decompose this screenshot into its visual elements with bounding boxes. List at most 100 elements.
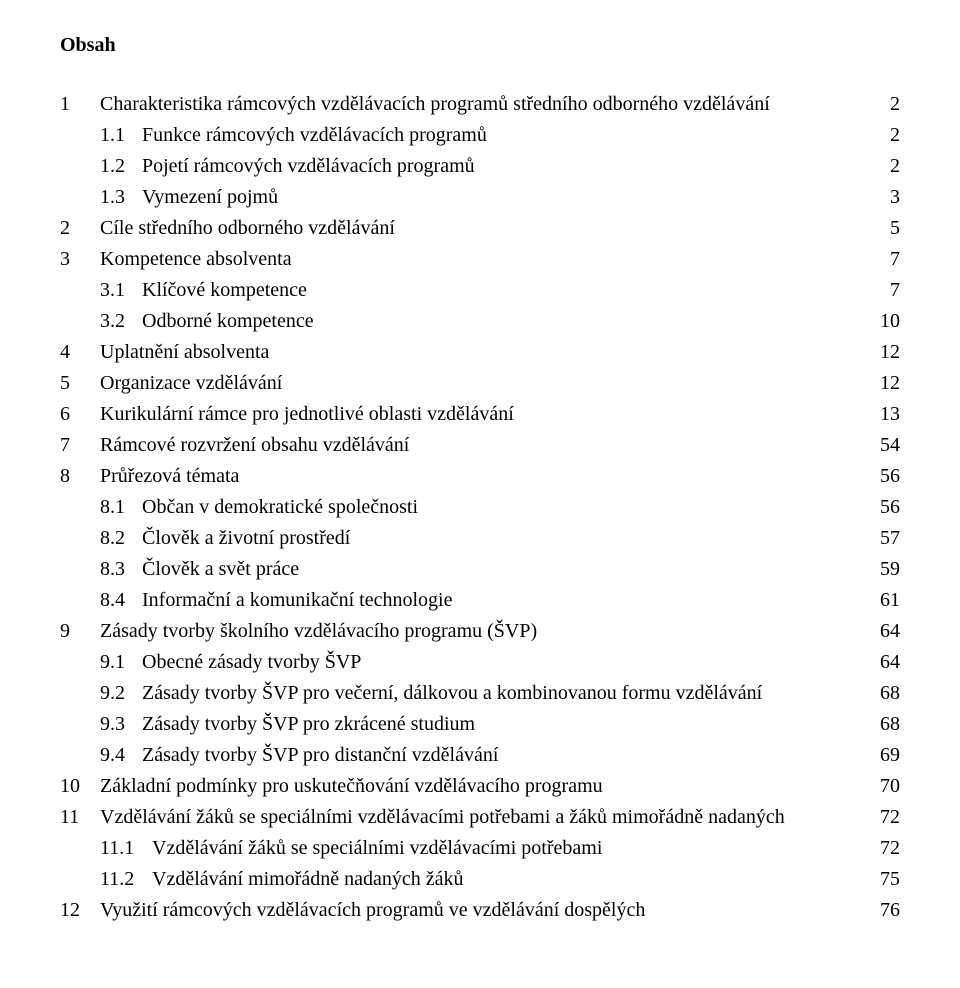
toc-entry: 9.2Zásady tvorby ŠVP pro večerní, dálkov…: [60, 678, 900, 709]
toc-entry-number: 8.2: [100, 523, 142, 554]
toc-entry-page: 54: [860, 430, 900, 461]
toc-entry-label: Průřezová témata: [100, 461, 860, 492]
toc-entry: 9.3Zásady tvorby ŠVP pro zkrácené studiu…: [60, 709, 900, 740]
toc-entry-page: 12: [860, 368, 900, 399]
toc-entry-number: 11.1: [100, 833, 152, 864]
toc-entry-number: 1.2: [100, 151, 142, 182]
toc-entry-label: Charakteristika rámcových vzdělávacích p…: [100, 89, 860, 120]
toc-entry: 9.4Zásady tvorby ŠVP pro distanční vzděl…: [60, 740, 900, 771]
toc-entry-number: 1.3: [100, 182, 142, 213]
toc-entry: 5Organizace vzdělávání12: [60, 368, 900, 399]
toc-list: 1Charakteristika rámcových vzdělávacích …: [60, 89, 900, 926]
toc-entry-page: 76: [860, 895, 900, 926]
toc-entry-number: 11.2: [100, 864, 152, 895]
toc-entry: 11.2Vzdělávání mimořádně nadaných žáků75: [60, 864, 900, 895]
toc-entry-page: 10: [860, 306, 900, 337]
toc-entry-page: 12: [860, 337, 900, 368]
toc-entry-number: 10: [60, 771, 100, 802]
toc-entry: 1.1Funkce rámcových vzdělávacích program…: [60, 120, 900, 151]
toc-entry-page: 56: [860, 461, 900, 492]
toc-entry-label: Vzdělávání žáků se speciálními vzdělávac…: [100, 802, 860, 833]
toc-entry: 7Rámcové rozvržení obsahu vzdělávání54: [60, 430, 900, 461]
toc-entry: 1.2Pojetí rámcových vzdělávacích program…: [60, 151, 900, 182]
toc-entry-label: Organizace vzdělávání: [100, 368, 860, 399]
toc-entry: 8.2Člověk a životní prostředí57: [60, 523, 900, 554]
toc-entry: 1.3Vymezení pojmů3: [60, 182, 900, 213]
toc-entry-number: 4: [60, 337, 100, 368]
toc-entry: 11.1Vzdělávání žáků se speciálními vzděl…: [60, 833, 900, 864]
toc-entry-page: 2: [860, 89, 900, 120]
toc-entry-label: Informační a komunikační technologie: [142, 585, 860, 616]
toc-entry: 12Využití rámcových vzdělávacích program…: [60, 895, 900, 926]
toc-entry-number: 5: [60, 368, 100, 399]
toc-entry-label: Zásady tvorby ŠVP pro distanční vzdělává…: [142, 740, 860, 771]
toc-entry-label: Cíle středního odborného vzdělávání: [100, 213, 860, 244]
toc-entry-label: Základní podmínky pro uskutečňování vzdě…: [100, 771, 860, 802]
toc-entry-page: 2: [860, 151, 900, 182]
toc-entry-page: 68: [860, 678, 900, 709]
toc-entry-number: 6: [60, 399, 100, 430]
toc-entry-label: Odborné kompetence: [142, 306, 860, 337]
toc-entry-label: Klíčové kompetence: [142, 275, 860, 306]
toc-entry: 3Kompetence absolventa7: [60, 244, 900, 275]
toc-entry: 9.1Obecné zásady tvorby ŠVP64: [60, 647, 900, 678]
toc-title: Obsah: [60, 30, 900, 61]
toc-entry-number: 3.1: [100, 275, 142, 306]
toc-entry-number: 9.4: [100, 740, 142, 771]
toc-entry-page: 64: [860, 647, 900, 678]
toc-entry-number: 7: [60, 430, 100, 461]
toc-entry: 11Vzdělávání žáků se speciálními vzděláv…: [60, 802, 900, 833]
toc-entry: 3.1Klíčové kompetence7: [60, 275, 900, 306]
toc-entry-page: 57: [860, 523, 900, 554]
toc-entry: 8.3Člověk a svět práce59: [60, 554, 900, 585]
toc-entry-label: Funkce rámcových vzdělávacích programů: [142, 120, 860, 151]
toc-entry-page: 70: [860, 771, 900, 802]
toc-entry: 8.4Informační a komunikační technologie6…: [60, 585, 900, 616]
toc-entry-number: 11: [60, 802, 100, 833]
toc-entry-page: 13: [860, 399, 900, 430]
toc-entry-number: 12: [60, 895, 100, 926]
toc-entry-number: 9.3: [100, 709, 142, 740]
toc-entry-label: Zásady tvorby školního vzdělávacího prog…: [100, 616, 860, 647]
toc-entry-page: 7: [860, 275, 900, 306]
toc-entry-label: Obecné zásady tvorby ŠVP: [142, 647, 860, 678]
toc-entry-number: 2: [60, 213, 100, 244]
toc-entry-label: Kompetence absolventa: [100, 244, 860, 275]
toc-entry-label: Občan v demokratické společnosti: [142, 492, 860, 523]
toc-entry-label: Člověk a životní prostředí: [142, 523, 860, 554]
toc-entry-label: Člověk a svět práce: [142, 554, 860, 585]
toc-entry-label: Uplatnění absolventa: [100, 337, 860, 368]
toc-entry-page: 3: [860, 182, 900, 213]
toc-entry-number: 9.1: [100, 647, 142, 678]
toc-entry-page: 56: [860, 492, 900, 523]
toc-entry-number: 9.2: [100, 678, 142, 709]
toc-entry-page: 69: [860, 740, 900, 771]
toc-entry-page: 7: [860, 244, 900, 275]
toc-entry-page: 75: [860, 864, 900, 895]
toc-entry-page: 61: [860, 585, 900, 616]
toc-entry-number: 8.3: [100, 554, 142, 585]
toc-entry-label: Zásady tvorby ŠVP pro večerní, dálkovou …: [142, 678, 860, 709]
toc-entry-page: 68: [860, 709, 900, 740]
toc-entry: 8.1Občan v demokratické společnosti56: [60, 492, 900, 523]
toc-entry-page: 72: [860, 833, 900, 864]
toc-entry: 4Uplatnění absolventa12: [60, 337, 900, 368]
toc-entry: 6Kurikulární rámce pro jednotlivé oblast…: [60, 399, 900, 430]
toc-entry-label: Pojetí rámcových vzdělávacích programů: [142, 151, 860, 182]
toc-entry-label: Vzdělávání žáků se speciálními vzdělávac…: [152, 833, 860, 864]
toc-entry-label: Vymezení pojmů: [142, 182, 860, 213]
toc-entry-page: 2: [860, 120, 900, 151]
toc-entry-label: Rámcové rozvržení obsahu vzdělávání: [100, 430, 860, 461]
toc-entry-number: 1: [60, 89, 100, 120]
toc-entry-page: 64: [860, 616, 900, 647]
toc-entry-number: 9: [60, 616, 100, 647]
toc-entry-number: 3.2: [100, 306, 142, 337]
toc-entry-number: 8: [60, 461, 100, 492]
toc-entry: 3.2Odborné kompetence10: [60, 306, 900, 337]
toc-entry-label: Zásady tvorby ŠVP pro zkrácené studium: [142, 709, 860, 740]
toc-entry: 9Zásady tvorby školního vzdělávacího pro…: [60, 616, 900, 647]
toc-entry-number: 3: [60, 244, 100, 275]
toc-entry-label: Vzdělávání mimořádně nadaných žáků: [152, 864, 860, 895]
toc-entry-page: 59: [860, 554, 900, 585]
toc-entry: 1Charakteristika rámcových vzdělávacích …: [60, 89, 900, 120]
